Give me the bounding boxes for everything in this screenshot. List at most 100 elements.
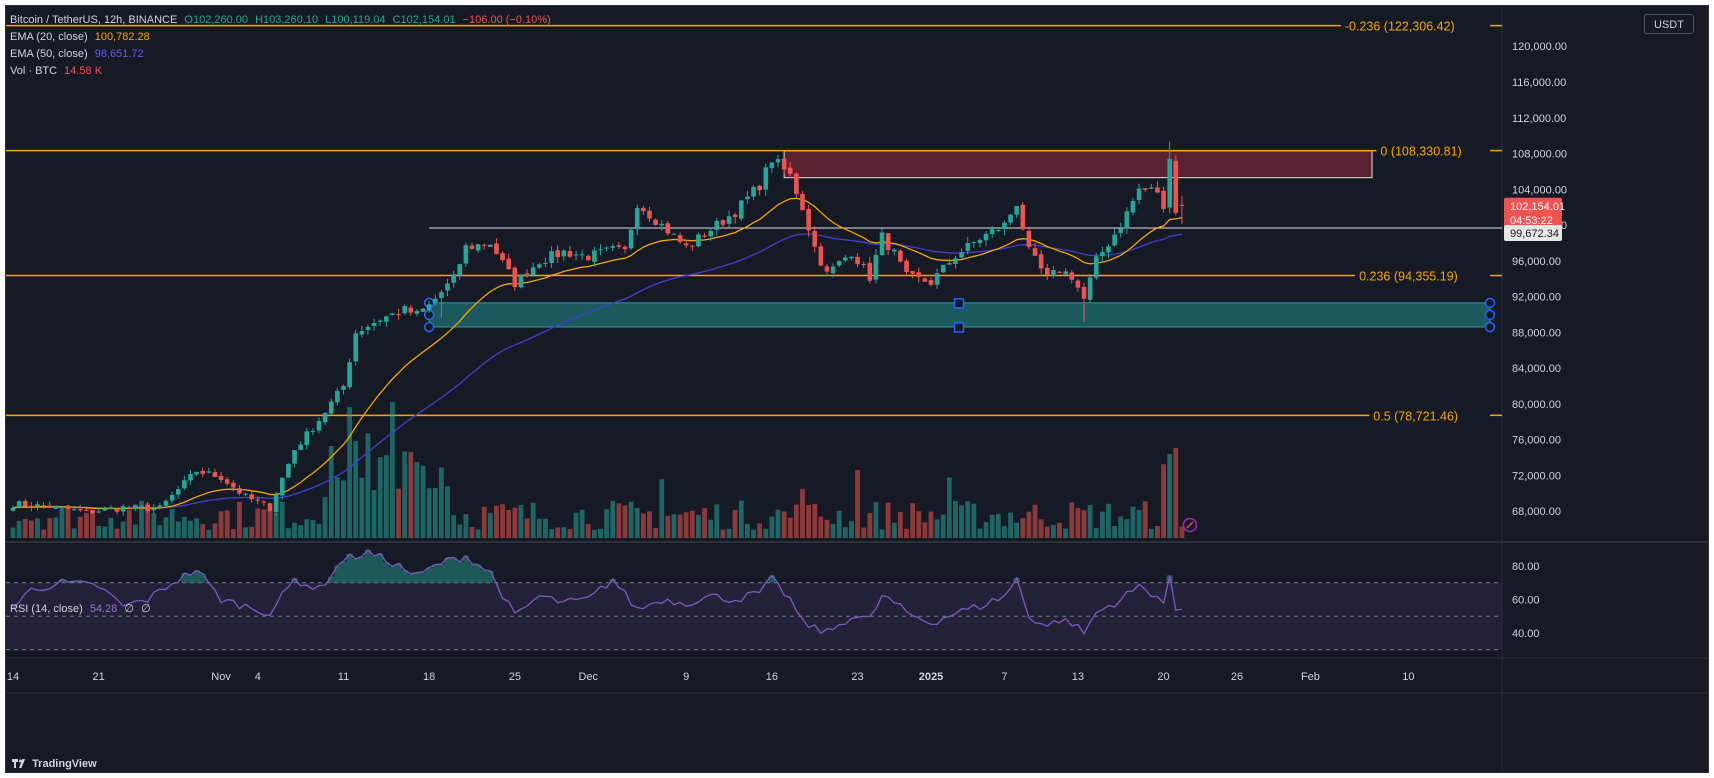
candle (1093, 252, 1099, 281)
volume-bar (1038, 519, 1044, 538)
candle-body (279, 478, 285, 496)
currency-button[interactable]: USDT (1644, 14, 1694, 34)
candle (561, 248, 567, 261)
candle (585, 254, 591, 262)
volume-bar (16, 520, 22, 538)
zone-handle (1484, 321, 1496, 333)
candle (800, 191, 805, 211)
volume-bar (212, 523, 218, 538)
volume-bar (800, 488, 805, 538)
volume-bar (567, 529, 573, 538)
candle (922, 277, 928, 282)
candle (843, 254, 848, 263)
volume-bar (175, 521, 181, 538)
candle (10, 505, 16, 512)
volume-bar (653, 527, 658, 538)
candle (273, 491, 279, 516)
candle (885, 233, 891, 256)
ohlc-row: Bitcoin / TetherUS, 12h, BINANCE O102,26… (10, 12, 551, 29)
volume-bar (328, 446, 334, 538)
time-tick-label: 7 (1001, 671, 1007, 683)
candle (47, 501, 53, 509)
candle (702, 232, 707, 239)
candle-body (445, 283, 450, 291)
volume-bar (71, 528, 77, 538)
volume-bar (133, 524, 138, 538)
candle (628, 227, 634, 250)
zone-handle (953, 322, 965, 333)
candle (598, 244, 603, 256)
chart-window[interactable]: 120,000.00 116,000.00 112,000.00 108,000.00… (5, 5, 1709, 773)
volume-bar (59, 505, 65, 538)
candle (96, 507, 101, 514)
candle-body (1020, 204, 1026, 230)
candle-body (1124, 211, 1130, 229)
candle-body (641, 207, 646, 212)
volume-bar (426, 488, 432, 538)
candle (959, 248, 964, 259)
volume-bar (310, 520, 316, 538)
volume-bar (842, 527, 848, 538)
candle (316, 417, 322, 434)
candle-body (996, 230, 1001, 232)
candle-body (475, 244, 481, 251)
volume-bar (769, 516, 775, 538)
candle-body (1057, 271, 1062, 273)
candle (108, 505, 114, 510)
volume-bar (757, 523, 763, 538)
volume-bar (573, 512, 579, 538)
volume-bar (702, 508, 707, 538)
candle (928, 277, 934, 287)
candle (304, 427, 310, 450)
volume-bar (659, 479, 665, 538)
time-tick-label: 23 (851, 671, 863, 683)
last-price-tag (1504, 197, 1562, 230)
candle (469, 242, 475, 250)
volume-bar (934, 519, 940, 538)
candle-body (530, 267, 536, 276)
volume-bar (224, 510, 230, 538)
candle-body (175, 489, 181, 495)
candle-body (953, 258, 958, 264)
candle-body (690, 245, 695, 247)
candle-body (1002, 222, 1007, 229)
candle (806, 204, 811, 237)
candle (500, 251, 505, 263)
candle-body (659, 223, 665, 226)
candle-body (102, 508, 108, 511)
candle (745, 190, 750, 204)
ema50-label: EMA (50, close) (10, 48, 88, 60)
chart-canvas[interactable]: 120,000.00 116,000.00 112,000.00 108,000.00… (6, 6, 1709, 773)
time-tick-label: 16 (766, 671, 778, 683)
volume-bar (402, 451, 408, 538)
line-price-tag (1504, 224, 1562, 241)
rsi-legend[interactable]: RSI (14, close) 54.28 ∅ ∅ (10, 602, 151, 615)
symbol-title[interactable]: Bitcoin / TetherUS, 12h, BINANCE (10, 14, 178, 26)
candle-body (1130, 200, 1136, 213)
candle (420, 308, 426, 313)
volume-bar (261, 509, 267, 538)
candle (341, 384, 346, 395)
volume-bar (1081, 510, 1087, 538)
volume-bar (255, 508, 261, 538)
candle (194, 471, 199, 476)
candle-body (585, 255, 591, 261)
ema20-legend[interactable]: EMA (20, close) 100,782.28 (10, 29, 551, 46)
tradingview-brand[interactable]: TradingView (12, 758, 97, 770)
candle-body (384, 316, 389, 322)
candle-body (1167, 159, 1172, 208)
candle-body (1155, 187, 1160, 193)
candle-body (255, 499, 261, 501)
volume-bar (298, 525, 304, 538)
volume-bar (1051, 524, 1056, 538)
price-tick-label: 76,000.00 (1512, 435, 1561, 447)
volume-legend[interactable]: Vol · BTC 14.58 K (10, 63, 551, 80)
candle (518, 274, 524, 289)
fib-label: 0.5 (78,721.46) (1373, 409, 1458, 423)
volume-bar (634, 507, 640, 538)
candle (353, 329, 359, 366)
candle (512, 266, 518, 291)
volume-bar (793, 504, 799, 538)
candle-body (145, 505, 150, 511)
ema50-legend[interactable]: EMA (50, close) 98,651.72 (10, 46, 551, 63)
